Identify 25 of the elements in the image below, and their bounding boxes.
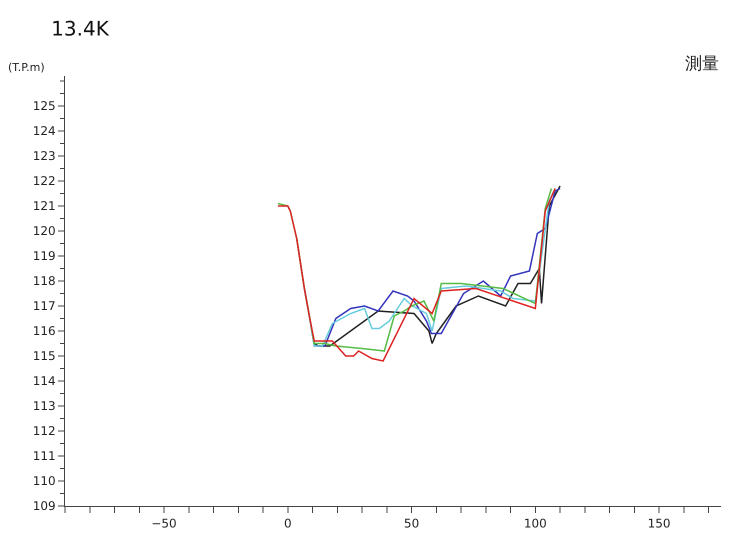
y-tick-label: 111 xyxy=(32,449,56,464)
y-tick-label: 122 xyxy=(32,174,56,188)
x-tick-label: 100 xyxy=(524,516,547,530)
x-tick-label: 50 xyxy=(404,516,420,530)
x-tick-label: 150 xyxy=(648,516,671,530)
y-axis-title: (T.P.m) xyxy=(8,61,45,74)
text: 測量 xyxy=(685,54,719,74)
y-tick-label: 113 xyxy=(32,399,56,414)
y-tick-label: 116 xyxy=(32,324,56,338)
y-tick-label: 123 xyxy=(32,149,56,164)
y-tick-label: 117 xyxy=(32,299,56,314)
y-tick-label: 110 xyxy=(32,474,56,488)
y-tick-label: 112 xyxy=(32,424,56,438)
y-tick-label: 118 xyxy=(32,274,56,288)
chart-title: 13.4K xyxy=(51,16,110,41)
y-tick-label: 114 xyxy=(32,374,56,388)
y-tick-label: 125 xyxy=(32,99,56,114)
x-tick-label: −50 xyxy=(151,516,177,530)
x-tick-label: 0 xyxy=(284,516,292,530)
y-tick-label: 119 xyxy=(32,249,56,264)
y-tick-label: 124 xyxy=(32,124,56,138)
y-tick-label: 120 xyxy=(32,224,56,238)
y-tick-label: 109 xyxy=(32,499,56,514)
y-tick-label: 115 xyxy=(32,349,56,364)
y-tick-label: 121 xyxy=(32,199,56,214)
